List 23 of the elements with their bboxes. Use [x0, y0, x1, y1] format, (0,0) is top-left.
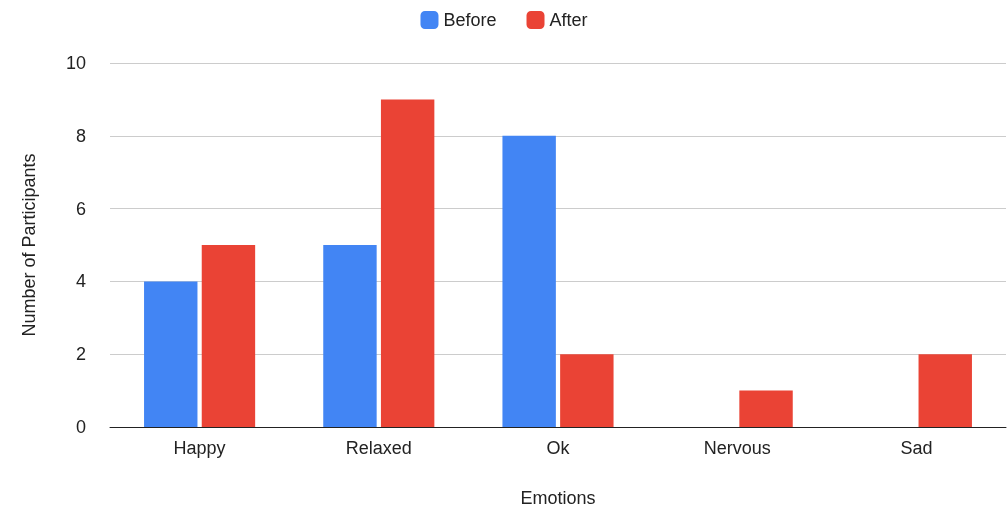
bar	[323, 245, 377, 427]
y-tick-label: 4	[75, 271, 86, 292]
y-tick-label: 2	[75, 344, 86, 365]
y-tick-label: 10	[65, 53, 86, 73]
bar	[739, 390, 793, 427]
bar	[380, 99, 435, 427]
bar	[502, 135, 556, 427]
x-axis-title: Emotions	[520, 488, 596, 508]
bar	[201, 245, 256, 427]
y-tick-label: 8	[75, 125, 86, 146]
x-tick-label: Sad	[900, 438, 933, 458]
x-tick-label: Ok	[546, 438, 571, 458]
y-tick-label: 0	[75, 417, 86, 437]
x-tick-label: Happy	[173, 438, 226, 458]
bar	[560, 354, 614, 427]
legend-label: Before	[443, 10, 497, 30]
bar	[918, 354, 972, 427]
y-tick-label: 6	[75, 198, 86, 219]
legend-label: After	[549, 10, 588, 30]
x-tick-label: Nervous	[703, 438, 771, 458]
bar	[144, 281, 198, 427]
x-tick-label: Relaxed	[345, 438, 412, 458]
y-axis-title: Number of Participants	[19, 153, 39, 337]
